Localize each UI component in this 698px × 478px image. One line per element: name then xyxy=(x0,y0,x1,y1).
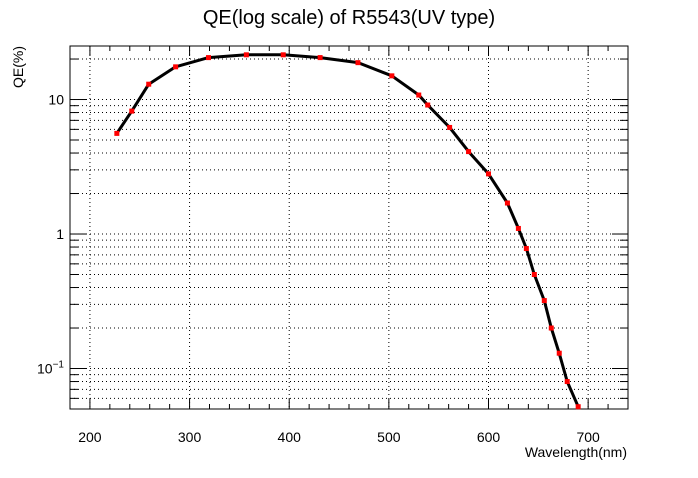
x-tick-label: 600 xyxy=(477,429,501,445)
data-point xyxy=(206,55,212,61)
data-point xyxy=(416,92,422,98)
x-tick-label: 300 xyxy=(178,429,202,445)
x-tick-label: 200 xyxy=(78,429,102,445)
y-tick-labels: 10−1 1 10 xyxy=(37,92,64,377)
x-tick-label: 400 xyxy=(278,429,302,445)
x-tick-labels: 200 300 400 500 600 700 xyxy=(78,429,600,445)
tick-layer xyxy=(69,46,629,410)
series-layer xyxy=(115,53,580,408)
y-tick-label: 1 xyxy=(56,226,64,242)
x-tick-label: 700 xyxy=(576,429,600,445)
data-point xyxy=(317,55,323,61)
data-point xyxy=(556,350,562,356)
y-tick-exponent: −1 xyxy=(53,360,65,371)
data-point xyxy=(564,379,570,385)
data-point xyxy=(523,246,529,252)
chart-title: QE(log scale) of R5543(UV type) xyxy=(203,7,495,29)
data-point xyxy=(447,124,453,130)
x-axis-label: Wavelength(nm) xyxy=(525,444,627,460)
data-point xyxy=(541,298,547,304)
data-point xyxy=(280,52,286,58)
data-point xyxy=(486,171,491,177)
data-point xyxy=(389,73,395,79)
data-point xyxy=(114,130,120,136)
grid-layer xyxy=(70,46,628,410)
y-tick-label: 10−1 xyxy=(37,360,64,377)
data-point xyxy=(173,64,179,70)
data-point xyxy=(466,149,472,155)
plot-frame xyxy=(69,45,629,410)
marker-layer xyxy=(114,52,581,410)
data-point xyxy=(129,108,135,114)
data-point xyxy=(355,60,361,66)
data-point xyxy=(146,81,152,87)
data-point xyxy=(515,225,521,231)
y-tick-label: 10 xyxy=(48,92,64,108)
data-point xyxy=(425,102,431,108)
data-point xyxy=(531,272,537,278)
x-tick-label: 500 xyxy=(377,429,401,445)
data-point xyxy=(243,52,249,58)
y-axis-label: QE(%) xyxy=(10,46,26,88)
data-point xyxy=(504,200,510,206)
data-point xyxy=(575,404,581,410)
series-line xyxy=(115,53,580,408)
data-point xyxy=(548,325,554,331)
